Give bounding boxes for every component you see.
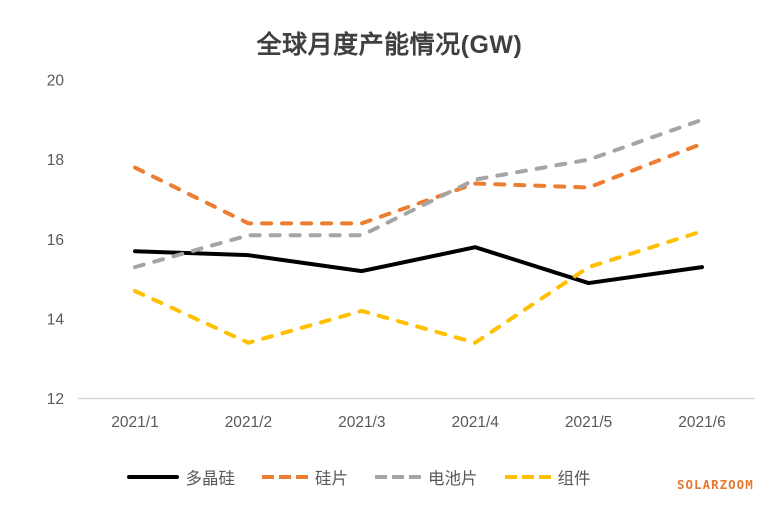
x-tick-label: 2021/6 (678, 414, 725, 431)
y-tick-label: 14 (47, 311, 65, 328)
y-tick-label: 12 (47, 391, 64, 408)
x-tick-label: 2021/1 (111, 414, 158, 431)
y-tick-label: 16 (47, 232, 64, 249)
series-line-module (133, 229, 704, 345)
legend-item-module: 组件 (504, 465, 591, 489)
x-tick-label: 2021/5 (565, 414, 612, 431)
x-tick-label: 2021/2 (225, 414, 272, 431)
legend-item-polysilicon: 多晶硅 (126, 465, 236, 489)
legend-swatch-dashed-line-icon (375, 475, 421, 479)
legend-swatch-dashed-line-icon (504, 475, 551, 479)
chart-title: 全球月度产能情况(GW) (256, 31, 523, 59)
legend-label: 多晶硅 (185, 470, 236, 488)
legend-item-cell: 电池片 (375, 465, 478, 489)
series-line-polysilicon (133, 245, 704, 286)
x-tick-label: 2021/3 (338, 414, 385, 431)
series-line-wafer (133, 141, 704, 226)
legend-item-wafer: 硅片 (262, 465, 348, 489)
legend-label: 硅片 (315, 470, 348, 488)
legend-label: 组件 (557, 470, 591, 488)
legend-swatch-dashed-line-icon (262, 475, 308, 479)
y-tick-label: 18 (47, 152, 64, 169)
legend: 多晶硅 硅片 电池片 组件 (0, 465, 748, 489)
legend-label: 电池片 (428, 470, 478, 488)
solarzoom-watermark: SOLARZOOM (677, 477, 754, 492)
x-tick-label: 2021/4 (451, 414, 499, 431)
series-line-cell (133, 117, 704, 270)
y-tick-label: 20 (47, 73, 65, 90)
legend-swatch-solid-line-icon (126, 475, 179, 479)
